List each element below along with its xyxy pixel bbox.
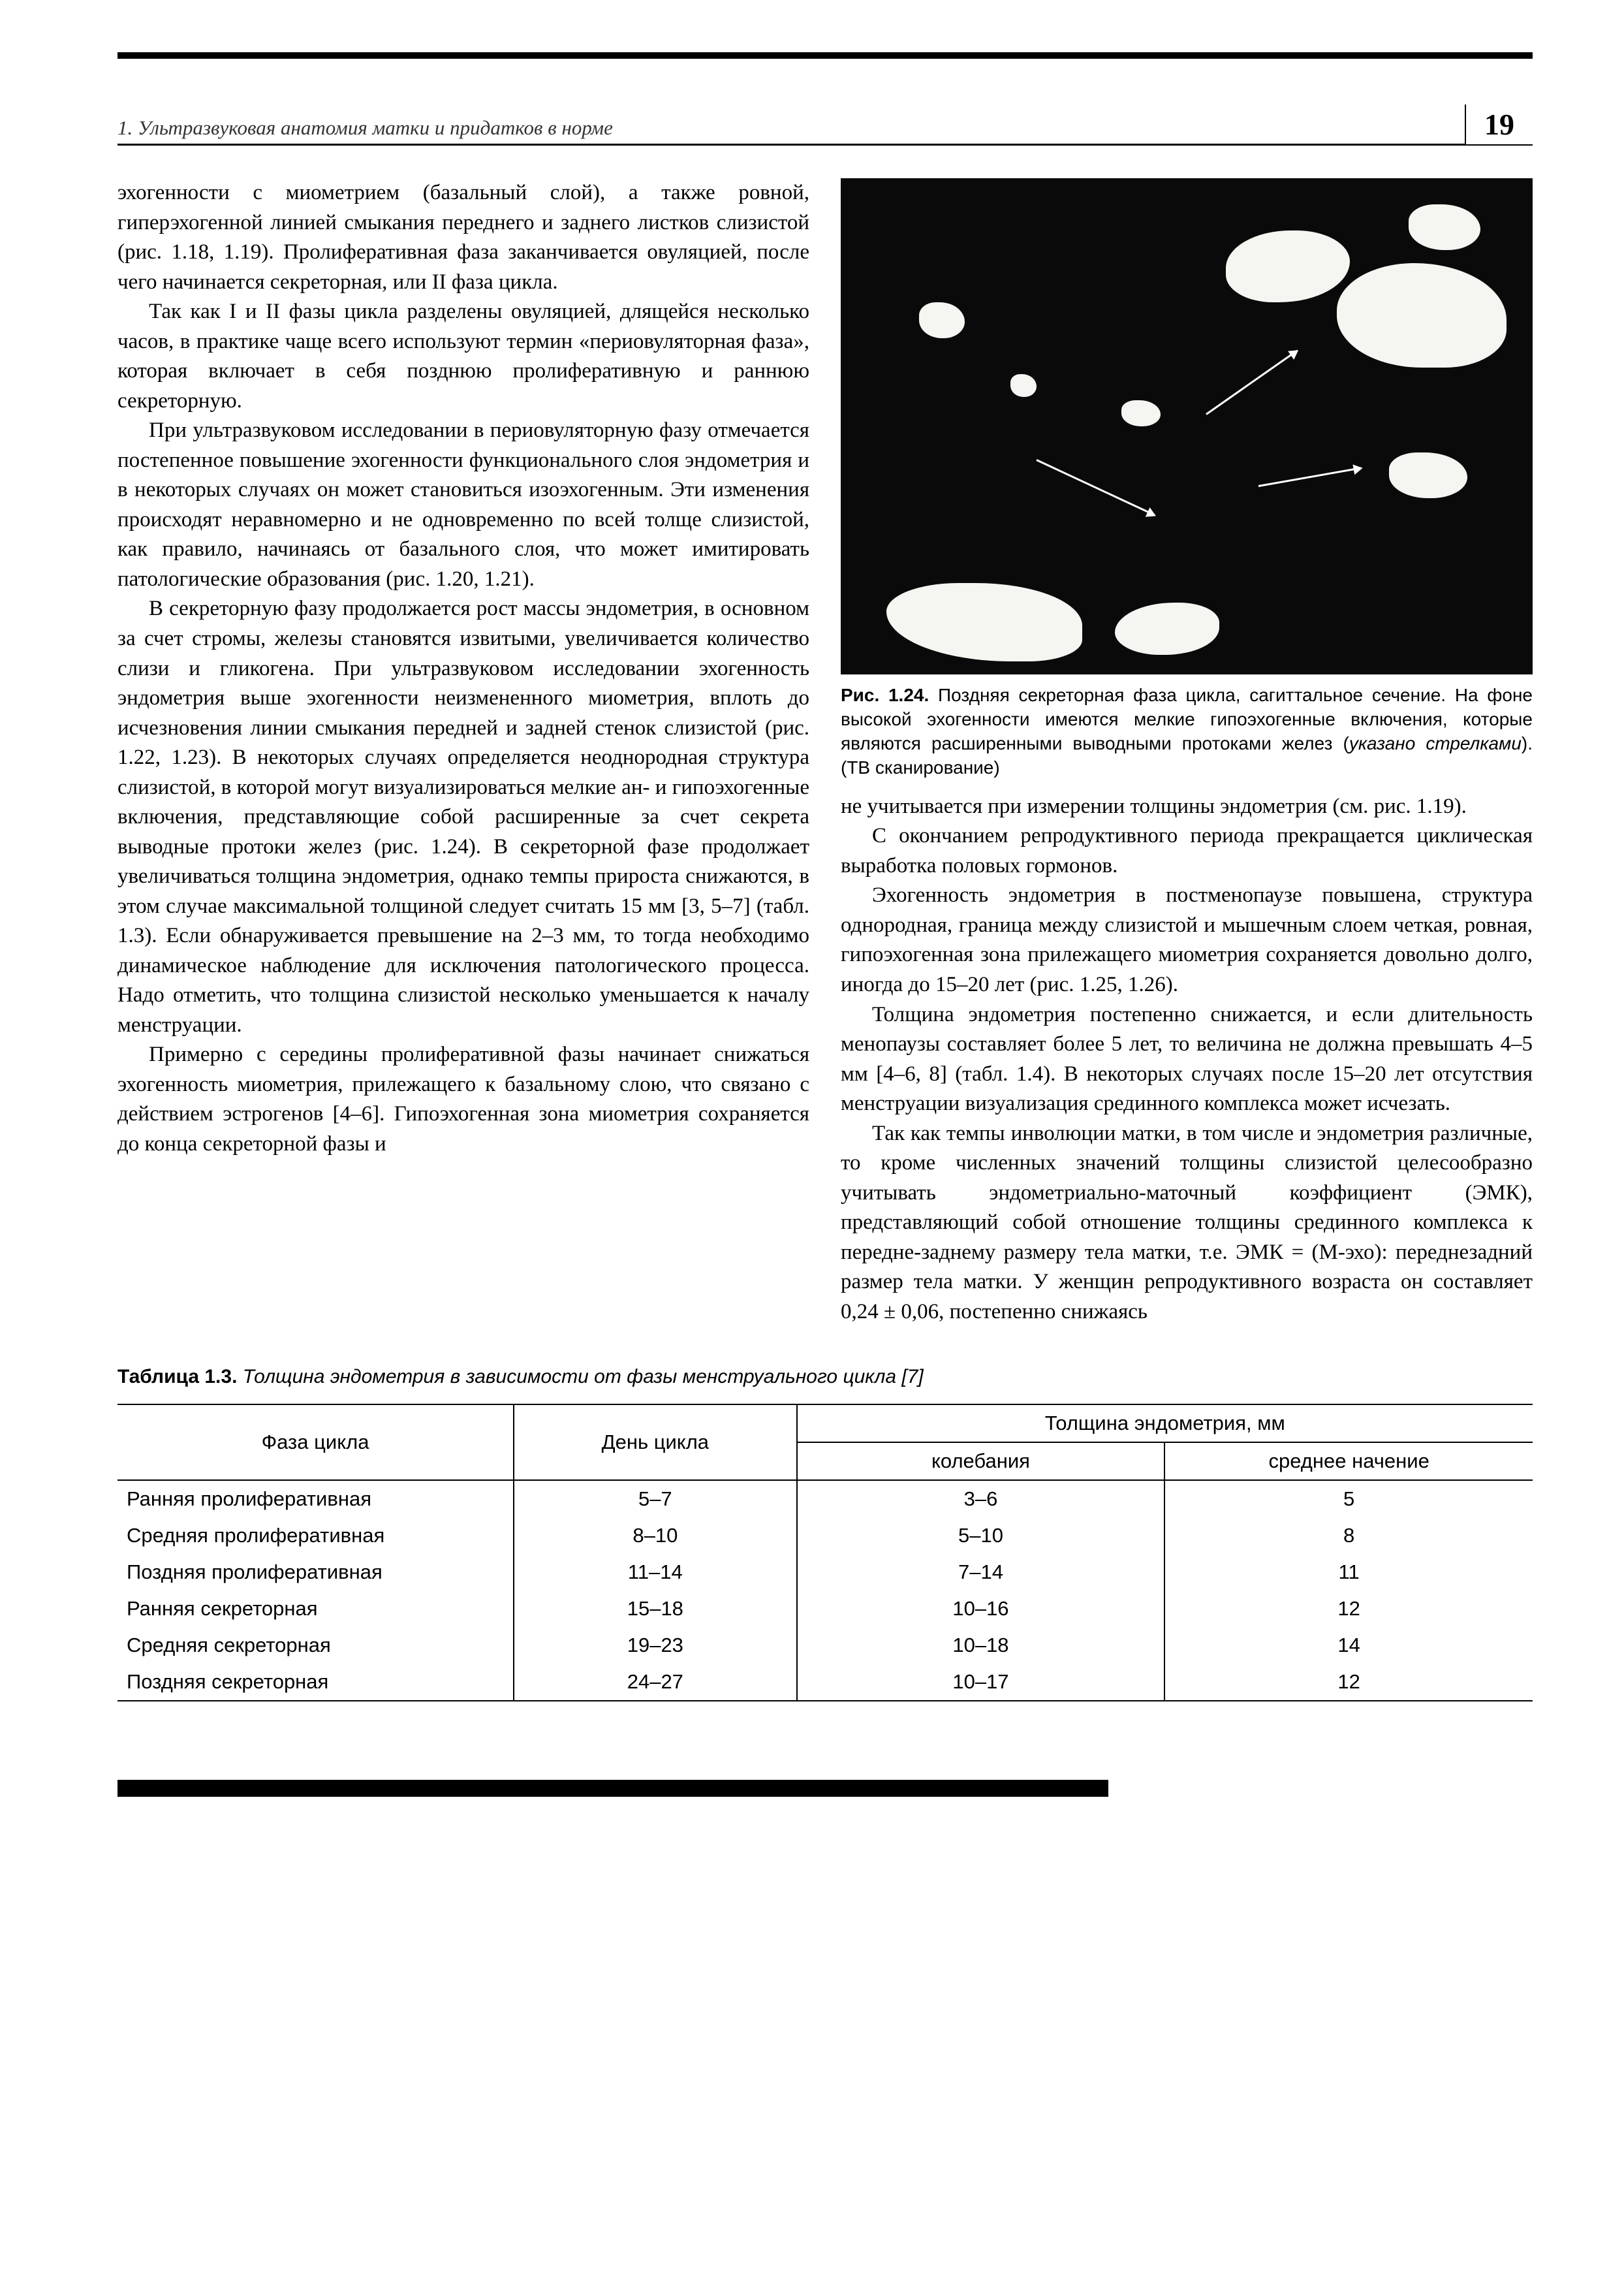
arrow-annotation	[1206, 350, 1298, 415]
cell-range: 10–17	[797, 1664, 1165, 1701]
cell-day: 11–14	[514, 1554, 797, 1590]
table-1-3-title: Таблица 1.3. Толщина эндометрия в зависи…	[117, 1366, 1533, 1388]
right-p5: Так как темпы инволюции матки, в том чис…	[841, 1119, 1533, 1327]
table-1-3: Фаза цикла День цикла Толщина эндометрия…	[117, 1404, 1533, 1701]
image-highlight	[1115, 603, 1219, 655]
table-title-text: Толщина эндометрия в зависимости от фазы…	[237, 1366, 923, 1387]
table-row: Ранняя секреторная 15–18 10–16 12	[117, 1590, 1533, 1627]
cell-phase: Средняя секреторная	[117, 1627, 514, 1664]
table-head: Фаза цикла День цикла Толщина эндометрия…	[117, 1404, 1533, 1480]
arrow-annotation	[1036, 459, 1155, 516]
page-number: 19	[1465, 104, 1533, 146]
cell-phase: Средняя пролиферативная	[117, 1517, 514, 1554]
left-p1: эхогенности с миометрием (базальный слой…	[117, 178, 809, 297]
col-range: колебания	[797, 1442, 1165, 1480]
table-row: Средняя пролиферативная 8–10 5–10 8	[117, 1517, 1533, 1554]
figure-label: Рис. 1.24.	[841, 685, 929, 705]
image-highlight	[919, 302, 965, 338]
table-row: Поздняя пролиферативная 11–14 7–14 11	[117, 1554, 1533, 1590]
top-rule	[117, 52, 1533, 59]
image-highlight	[1226, 230, 1350, 302]
right-p3: Эхогенность эндометрия в постменопаузе п…	[841, 881, 1533, 1000]
cell-mean: 12	[1164, 1590, 1533, 1627]
image-highlight	[886, 583, 1082, 661]
table-row: Ранняя пролиферативная 5–7 3–6 5	[117, 1480, 1533, 1517]
right-p2: С окончанием репродуктивного периода пре…	[841, 821, 1533, 881]
image-highlight	[1389, 452, 1467, 498]
left-p4: В секреторную фазу продолжается рост мас…	[117, 594, 809, 1040]
cell-phase: Ранняя пролиферативная	[117, 1480, 514, 1517]
cell-day: 15–18	[514, 1590, 797, 1627]
cell-mean: 14	[1164, 1627, 1533, 1664]
image-highlight	[1337, 263, 1507, 368]
ultrasound-image	[841, 178, 1533, 674]
arrow-annotation	[1258, 467, 1362, 487]
left-column: эхогенности с миометрием (базальный слой…	[117, 178, 809, 1327]
left-p5: Примерно с середины пролиферативной фазы…	[117, 1040, 809, 1159]
table-row: Поздняя секреторная 24–27 10–17 12	[117, 1664, 1533, 1701]
image-highlight	[1121, 400, 1161, 426]
cell-mean: 11	[1164, 1554, 1533, 1590]
cell-mean: 5	[1164, 1480, 1533, 1517]
cell-day: 8–10	[514, 1517, 797, 1554]
cell-range: 10–18	[797, 1627, 1165, 1664]
table-label: Таблица 1.3.	[117, 1366, 237, 1387]
cell-range: 3–6	[797, 1480, 1165, 1517]
table-body: Ранняя пролиферативная 5–7 3–6 5 Средняя…	[117, 1480, 1533, 1701]
right-p4: Толщина эндометрия постепенно снижается,…	[841, 1000, 1533, 1119]
cell-mean: 12	[1164, 1664, 1533, 1701]
cell-range: 7–14	[797, 1554, 1165, 1590]
left-p2: Так как I и II фазы цикла разделены овул…	[117, 297, 809, 416]
right-column: Рис. 1.24. Поздняя секреторная фаза цикл…	[841, 178, 1533, 1327]
running-head: 1. Ультразвуковая анатомия матки и прида…	[117, 116, 613, 140]
cell-day: 19–23	[514, 1627, 797, 1664]
image-highlight	[1409, 204, 1480, 250]
cell-range: 10–16	[797, 1590, 1165, 1627]
cell-day: 24–27	[514, 1664, 797, 1701]
cell-phase: Поздняя пролиферативная	[117, 1554, 514, 1590]
text-columns: эхогенности с миометрием (базальный слой…	[117, 178, 1533, 1327]
cell-phase: Ранняя секреторная	[117, 1590, 514, 1627]
right-p1: не учитывается при измерении толщины энд…	[841, 792, 1533, 822]
cell-mean: 8	[1164, 1517, 1533, 1554]
cell-day: 5–7	[514, 1480, 797, 1517]
col-mean: среднее начение	[1164, 1442, 1533, 1480]
table-row: Средняя секреторная 19–23 10–18 14	[117, 1627, 1533, 1664]
col-phase: Фаза цикла	[117, 1404, 514, 1480]
col-thickness: Толщина эндометрия, мм	[797, 1404, 1533, 1442]
page-header: 1. Ультразвуковая анатомия матки и прида…	[117, 104, 1533, 146]
figure-caption-italic: указано стрелками	[1349, 733, 1522, 753]
left-p3: При ультразвуковом исследовании в периов…	[117, 416, 809, 594]
col-day: День цикла	[514, 1404, 797, 1480]
cell-range: 5–10	[797, 1517, 1165, 1554]
figure-caption: Рис. 1.24. Поздняя секреторная фаза цикл…	[841, 684, 1533, 780]
cell-phase: Поздняя секреторная	[117, 1664, 514, 1701]
figure-1-24: Рис. 1.24. Поздняя секреторная фаза цикл…	[841, 178, 1533, 780]
page: 1. Ультразвуковая анатомия матки и прида…	[0, 0, 1624, 1849]
bottom-rule	[117, 1780, 1108, 1797]
image-highlight	[1010, 374, 1037, 397]
